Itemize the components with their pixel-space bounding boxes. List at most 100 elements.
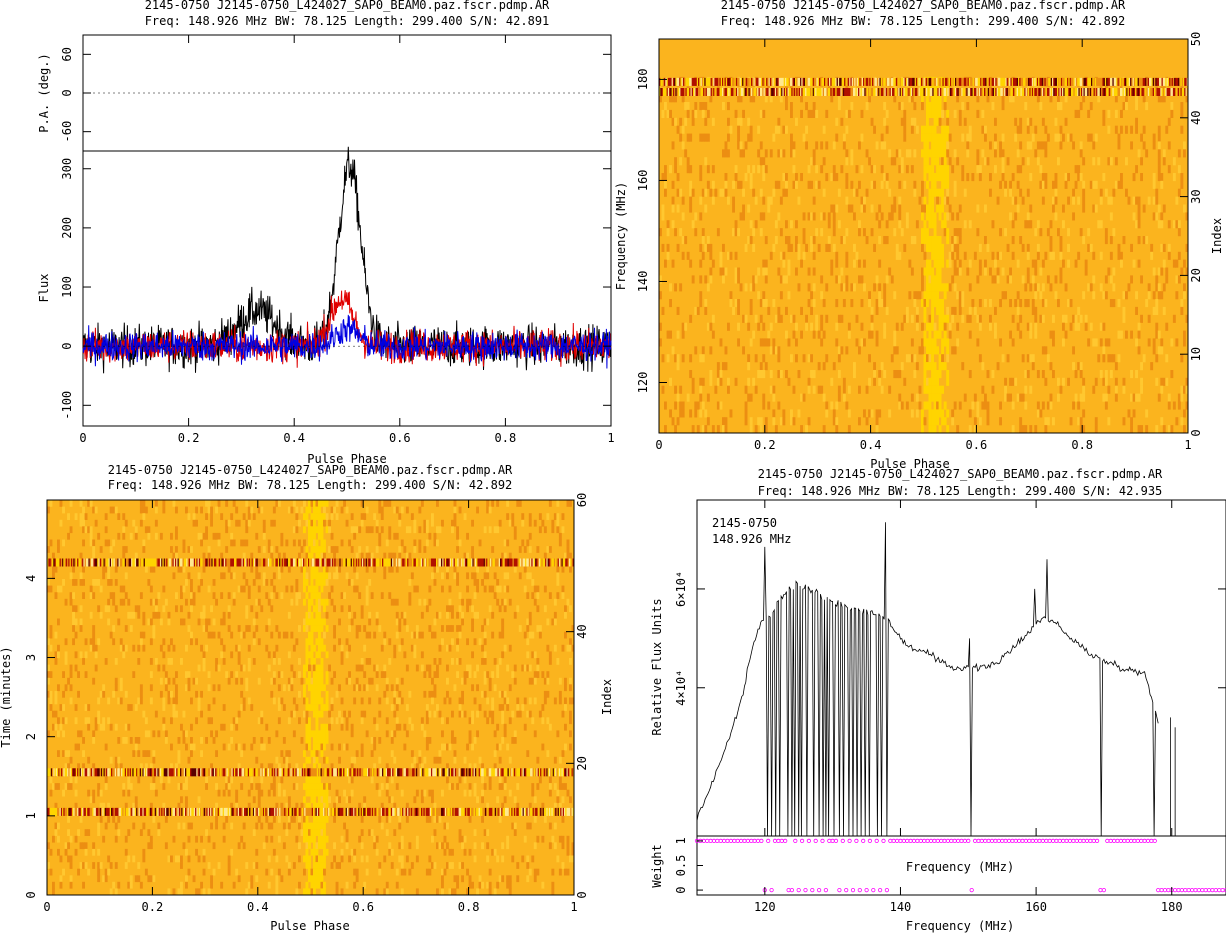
heatmap-cell	[737, 322, 740, 331]
heatmap-cell	[1160, 291, 1164, 300]
heatmap-cell	[961, 133, 965, 142]
heatmap-cell	[200, 506, 203, 514]
heatmap-cell	[948, 330, 952, 339]
heatmap-cell	[822, 188, 826, 197]
heatmap-cell	[533, 697, 537, 705]
heatmap-cell	[860, 133, 864, 142]
heatmap-cell	[943, 196, 947, 205]
heatmap-cell	[769, 385, 773, 394]
rfi-cell	[1102, 77, 1105, 86]
heatmap-cell	[976, 275, 980, 284]
heatmap-cell	[931, 157, 934, 166]
rfi-cell	[1108, 77, 1111, 86]
heatmap-cell	[134, 526, 138, 534]
heatmap-cell	[348, 644, 351, 652]
heatmap-cell	[523, 697, 527, 705]
heatmap-cell	[1170, 102, 1174, 111]
heatmap-cell	[383, 690, 387, 698]
heatmap-cell	[928, 409, 932, 418]
heatmap-cell	[338, 684, 341, 692]
heatmap-cell	[142, 500, 146, 507]
heatmap-cell	[320, 500, 324, 507]
rfi-cell	[910, 77, 913, 86]
heatmap-cell	[323, 546, 326, 553]
heatmap-cell	[1029, 204, 1033, 213]
heatmap-cell	[1041, 401, 1045, 410]
heatmap-cell	[425, 519, 429, 527]
heatmap-cell	[757, 165, 761, 174]
heatmap-cell	[1160, 417, 1164, 426]
heatmap-cell	[543, 677, 547, 685]
heatmap-cell	[1097, 94, 1101, 103]
rfi-cell	[941, 77, 943, 86]
rfi-cell	[917, 88, 919, 96]
heatmap-cell	[89, 500, 93, 507]
rfi-cell	[978, 77, 981, 86]
heatmap-cell	[77, 690, 80, 698]
heatmap-cell	[686, 109, 690, 118]
heatmap-cell	[338, 638, 341, 646]
heatmap-cell	[928, 322, 932, 331]
heatmap-cell	[323, 618, 326, 626]
heatmap-cell	[466, 664, 469, 672]
heatmap-cell	[936, 133, 939, 142]
heatmap-cell	[701, 133, 705, 142]
heatmap-cell	[921, 188, 924, 197]
heatmap-cell	[968, 306, 972, 315]
heatmap-cell	[938, 370, 942, 379]
heatmap-cell	[931, 251, 934, 260]
heatmap-cell	[114, 506, 118, 514]
rfi-cell	[858, 88, 860, 96]
heatmap-cell	[868, 291, 871, 300]
rfi-cell	[791, 77, 793, 86]
heatmap-cell	[782, 417, 786, 426]
heatmap-cell	[481, 690, 484, 698]
heatmap-cell	[436, 611, 439, 619]
heatmap-cell	[47, 638, 50, 646]
heatmap-cell	[1046, 275, 1050, 284]
heatmap-cell	[456, 572, 459, 580]
heatmap-cell	[764, 299, 768, 308]
heatmap-cell	[686, 133, 690, 142]
heatmap-cell	[1185, 314, 1189, 323]
heatmap-cell	[1185, 385, 1189, 394]
rfi-cell	[1092, 88, 1094, 96]
heatmap-cell	[681, 141, 685, 150]
rfi-cell	[1150, 77, 1152, 86]
heatmap-cell	[926, 267, 929, 276]
heatmap-cell	[1089, 243, 1093, 252]
heatmap-cell	[792, 385, 796, 394]
heatmap-cell	[706, 165, 710, 174]
heatmap-cell	[538, 631, 542, 639]
heatmap-cell	[749, 393, 753, 402]
rfi-cell	[977, 77, 980, 86]
rfi-cell	[805, 77, 807, 86]
rfi-cell	[934, 88, 937, 96]
rfi-cell	[1101, 77, 1103, 86]
heatmap-cell	[1162, 243, 1166, 252]
heatmap-cell	[923, 377, 927, 386]
heatmap-cell	[855, 251, 859, 260]
heatmap-cell	[400, 611, 404, 619]
heatmap-cell	[531, 592, 535, 599]
rfi-cell	[963, 88, 966, 96]
heatmap-cell	[298, 690, 301, 698]
heatmap-cell	[1059, 385, 1063, 394]
heatmap-cell	[689, 259, 693, 268]
rfi-cell	[691, 77, 694, 86]
rfi-cell	[1171, 77, 1174, 86]
heatmap-cell	[47, 730, 50, 738]
rfi-cell	[1132, 88, 1135, 96]
heatmap-cell	[1125, 291, 1128, 300]
heatmap-cell	[850, 157, 854, 166]
heatmap-cell	[953, 243, 957, 252]
heatmap-cell	[395, 677, 399, 685]
rfi-cell	[994, 88, 996, 96]
profile-panel: 2145-0750 J2145-0750_L424027_SAP0_BEAM0.…	[37, 0, 615, 466]
heatmap-cell	[699, 409, 703, 418]
heatmap-cell	[72, 579, 75, 586]
heatmap-cell	[873, 243, 876, 252]
heatmap-cell	[340, 592, 344, 599]
heatmap-cell	[553, 611, 557, 619]
rfi-cell	[819, 88, 821, 96]
